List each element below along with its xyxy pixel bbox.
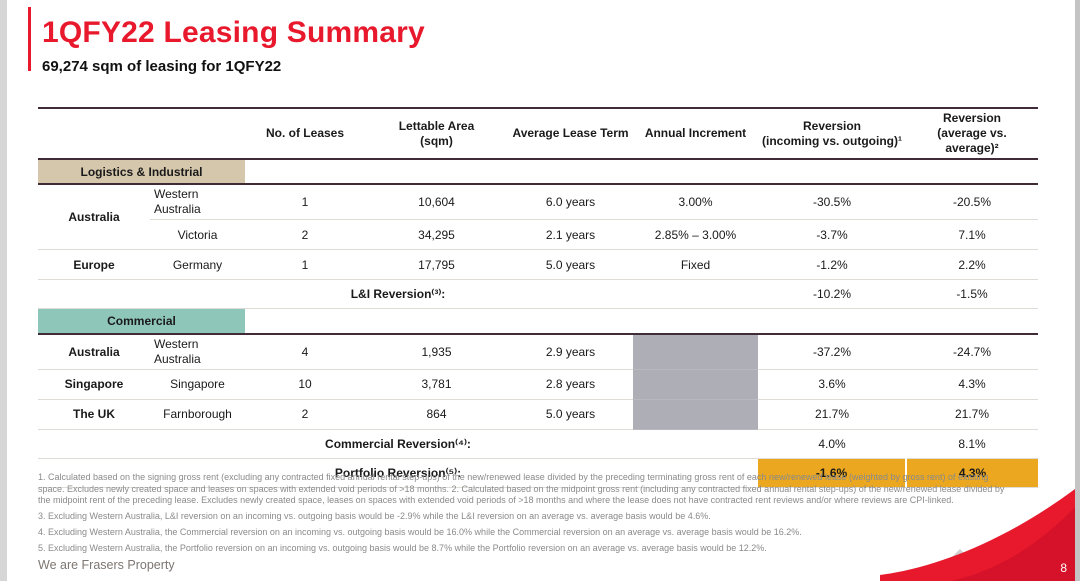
- portfolio-reversion-io: -1.6%: [758, 458, 906, 488]
- cell-location: Victoria: [150, 219, 245, 250]
- portfolio-reversion-label: Portfolio Reversion⁽⁵⁾:: [38, 458, 758, 488]
- header-location: [150, 107, 245, 160]
- table-row: Australia Western Australia 1 10,604 6.0…: [38, 184, 1038, 250]
- cell-reversion-aa: 21.7%: [906, 399, 1038, 430]
- cell-term: 6.0 years: [508, 184, 633, 220]
- header-lettable-area: Lettable Area (sqm): [365, 107, 508, 160]
- li-reversion-summary-row: L&I Reversion⁽³⁾: -10.2% -1.5%: [38, 279, 1038, 309]
- cell-location: Western Australia: [150, 333, 245, 370]
- li-reversion-io: -10.2%: [758, 279, 906, 309]
- cell-leases: 2: [245, 399, 365, 430]
- cell-leases: 10: [245, 369, 365, 400]
- section-header-commercial: Commercial: [38, 308, 1038, 335]
- header-annual-increment: Annual Increment: [633, 107, 758, 160]
- footnote-3: 3. Excluding Western Australia, L&I reve…: [38, 511, 711, 521]
- portfolio-reversion-summary-row: Portfolio Reversion⁽⁵⁾: -1.6% 4.3%: [38, 458, 1038, 488]
- li-reversion-label: L&I Reversion⁽³⁾:: [38, 279, 758, 309]
- cell-area: 17,795: [365, 249, 508, 280]
- cell-region: Europe: [38, 249, 150, 280]
- cell-increment-masked: [633, 333, 758, 370]
- cell-term: 2.1 years: [508, 219, 633, 250]
- cell-reversion-io: -37.2%: [758, 333, 906, 370]
- cell-increment: 3.00%: [633, 184, 758, 220]
- commercial-reversion-aa: 8.1%: [906, 429, 1038, 459]
- cell-reversion-io: 21.7%: [758, 399, 906, 430]
- cell-region: Australia: [38, 184, 150, 250]
- table-header-row: No. of Leases Lettable Area (sqm) Averag…: [38, 107, 1038, 160]
- footnote-5: 5. Excluding Western Australia, the Port…: [38, 543, 767, 553]
- li-reversion-aa: -1.5%: [906, 279, 1038, 309]
- page-subtitle: 69,274 sqm of leasing for 1QFY22: [42, 58, 282, 75]
- portfolio-reversion-aa: 4.3%: [905, 458, 1038, 488]
- commercial-reversion-io: 4.0%: [758, 429, 906, 459]
- cell-reversion-aa: -24.7%: [906, 333, 1038, 370]
- cell-area: 864: [365, 399, 508, 430]
- cell-term: 5.0 years: [508, 249, 633, 280]
- section-label-logistics-industrial: Logistics & Industrial: [38, 159, 245, 185]
- cell-term: 2.9 years: [508, 333, 633, 370]
- cell-leases: 4: [245, 333, 365, 370]
- cell-reversion-aa: 2.2%: [906, 249, 1038, 280]
- commercial-reversion-summary-row: Commercial Reversion⁽⁴⁾: 4.0% 8.1%: [38, 429, 1038, 459]
- cell-reversion-aa: 7.1%: [906, 219, 1038, 250]
- cell-reversion-aa: 4.3%: [906, 369, 1038, 400]
- cell-area: 3,781: [365, 369, 508, 400]
- header-region: [38, 107, 150, 160]
- header-reversion-average-average: Reversion (average vs. average)²: [906, 107, 1038, 160]
- cell-region: Singapore: [38, 369, 150, 400]
- cell-region: Australia: [38, 333, 150, 370]
- table-row: The UK Farnborough 2 864 5.0 years 21.7%…: [38, 399, 1038, 430]
- cell-area: 1,935: [365, 333, 508, 370]
- header-reversion-incoming-outgoing: Reversion (incoming vs. outgoing)¹: [758, 107, 906, 160]
- cell-reversion-io: -1.2%: [758, 249, 906, 280]
- cell-area: 10,604: [365, 184, 508, 220]
- cell-area: 34,295: [365, 219, 508, 250]
- cell-location: Singapore: [150, 369, 245, 400]
- cell-location: Germany: [150, 249, 245, 280]
- footnotes: 1. Calculated based on the signing gross…: [38, 472, 1013, 555]
- table-row: Australia Western Australia 4 1,935 2.9 …: [38, 333, 1038, 370]
- corner-decoration: [880, 489, 1075, 581]
- commercial-reversion-label: Commercial Reversion⁽⁴⁾:: [38, 429, 758, 459]
- page-title: 1QFY22 Leasing Summary: [42, 16, 425, 49]
- cell-term: 5.0 years: [508, 399, 633, 430]
- cell-region: The UK: [38, 399, 150, 430]
- cell-leases: 1: [245, 184, 365, 220]
- section-header-logistics-industrial: Logistics & Industrial: [38, 159, 1038, 185]
- section-header-spacer: [245, 308, 1038, 335]
- cell-increment: 2.85% – 3.00%: [633, 219, 758, 250]
- cell-increment-masked: [633, 399, 758, 430]
- cell-increment-masked: [633, 369, 758, 400]
- cell-term: 2.8 years: [508, 369, 633, 400]
- cell-reversion-io: -30.5%: [758, 184, 906, 220]
- cell-location: Western Australia: [150, 184, 245, 220]
- table-row: Victoria 2 34,295 2.1 years 2.85% – 3.00…: [38, 219, 1038, 250]
- cell-reversion-io: 3.6%: [758, 369, 906, 400]
- footnote-1-2: 1. Calculated based on the signing gross…: [38, 472, 1005, 505]
- table-row: Europe Germany 1 17,795 5.0 years Fixed …: [38, 249, 1038, 280]
- cell-increment: Fixed: [633, 249, 758, 280]
- section-label-commercial: Commercial: [38, 308, 245, 335]
- leasing-summary-table: No. of Leases Lettable Area (sqm) Averag…: [38, 107, 1038, 488]
- header-avg-lease-term: Average Lease Term: [508, 107, 633, 160]
- cell-reversion-aa: -20.5%: [906, 184, 1038, 220]
- footnote-4: 4. Excluding Western Australia, the Comm…: [38, 527, 802, 537]
- title-accent-bar: [28, 7, 31, 71]
- cell-reversion-io: -3.7%: [758, 219, 906, 250]
- table-row: Singapore Singapore 10 3,781 2.8 years 3…: [38, 369, 1038, 400]
- viewer-right-edge: [1075, 0, 1080, 581]
- header-no-of-leases: No. of Leases: [245, 107, 365, 160]
- section-header-spacer: [245, 159, 1038, 185]
- viewer-left-edge: [0, 0, 7, 581]
- cell-leases: 2: [245, 219, 365, 250]
- cell-leases: 1: [245, 249, 365, 280]
- cell-location: Farnborough: [150, 399, 245, 430]
- footer-tagline: We are Frasers Property: [38, 558, 175, 572]
- page-number: 8: [1060, 561, 1067, 575]
